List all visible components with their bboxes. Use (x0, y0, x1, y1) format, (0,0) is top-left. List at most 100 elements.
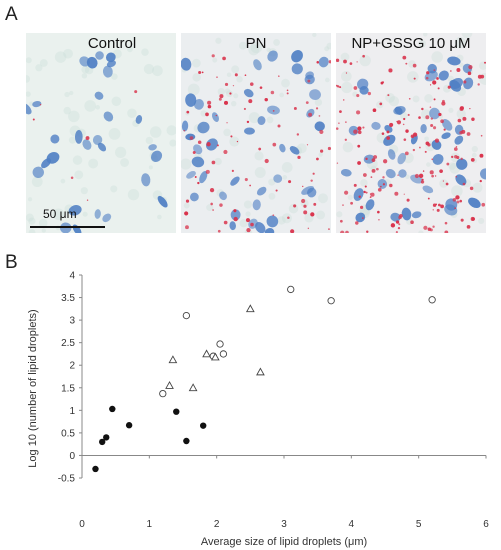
lipid-droplet (229, 92, 232, 95)
lipid-droplet (307, 79, 311, 83)
cell-nucleus (301, 185, 314, 195)
cell-nucleus (94, 209, 101, 219)
data-point-open-circle (287, 285, 295, 294)
cell-nucleus (193, 98, 204, 110)
cell-nucleus (229, 221, 236, 231)
lipid-droplet (447, 85, 451, 89)
lipid-droplet (429, 84, 432, 86)
lipid-droplet (421, 107, 424, 111)
lipid-droplet (223, 149, 228, 155)
cell-nucleus (401, 207, 412, 221)
lipid-droplet (353, 86, 358, 90)
lipid-droplet (328, 228, 330, 230)
lipid-droplet (362, 54, 365, 58)
lipid-droplet (359, 205, 364, 210)
lipid-droplet (456, 200, 460, 204)
micrograph-np-gssg (336, 33, 486, 233)
lipid-droplet (460, 157, 463, 160)
data-point-filled-circle (125, 422, 133, 429)
cell-nucleus (74, 129, 83, 144)
cell-nucleus (252, 199, 261, 211)
lipid-droplet (423, 225, 428, 230)
lipid-droplet (290, 229, 295, 233)
lipid-droplet (224, 82, 229, 87)
lipid-droplet (355, 221, 359, 225)
lipid-droplet (432, 80, 437, 85)
cell-nucleus (150, 150, 163, 162)
lipid-droplet (357, 161, 361, 165)
lipid-droplet (272, 110, 275, 112)
lipid-droplet (389, 122, 394, 127)
lipid-droplet (405, 129, 409, 133)
lipid-droplet (455, 146, 458, 148)
lipid-droplet (223, 100, 229, 105)
lipid-droplet (250, 222, 254, 227)
lipid-droplet (369, 193, 372, 195)
lipid-droplet (316, 157, 319, 161)
lipid-droplet (444, 230, 449, 233)
scale-bar (30, 226, 105, 228)
y-tick-label: 1 (69, 406, 75, 417)
lipid-droplet (370, 192, 375, 197)
cell-nucleus (157, 195, 168, 208)
lipid-droplet (441, 101, 446, 106)
lipid-droplet (246, 227, 251, 233)
lipid-droplet (343, 59, 347, 64)
lipid-droplet (479, 179, 482, 183)
lipid-droplet (249, 184, 252, 187)
cell-nucleus (340, 168, 352, 177)
lipid-droplet (345, 72, 348, 74)
cell-nucleus (365, 199, 375, 211)
cell-nucleus (463, 77, 474, 90)
lipid-droplet (443, 128, 446, 131)
lipid-droplet (380, 185, 382, 188)
cell-nucleus (102, 213, 112, 223)
cell-nucleus (141, 173, 151, 187)
cell-nucleus (385, 169, 396, 179)
data-point-open-triangle (256, 367, 265, 376)
lipid-droplet (388, 68, 393, 73)
lipid-droplet (480, 74, 485, 79)
lipid-droplet (371, 158, 376, 162)
lipid-droplet (445, 182, 449, 186)
cell-nucleus (32, 166, 44, 179)
y-tick-label: -0.5 (58, 474, 76, 485)
lipid-droplet (310, 179, 313, 182)
cell-nucleus (456, 158, 468, 170)
cell-nucleus (230, 209, 241, 221)
lipid-droplet (395, 230, 398, 233)
lipid-droplet (369, 196, 372, 198)
lipid-droplet (206, 142, 211, 147)
lipid-droplet (389, 183, 393, 188)
lipid-droplet (387, 94, 390, 97)
y-tick-label: 4 (69, 271, 75, 282)
lipid-droplet (306, 144, 309, 146)
lipid-droplet (402, 55, 407, 60)
lipid-droplet (373, 155, 378, 159)
lipid-droplet (293, 204, 297, 208)
cell-nucleus (50, 134, 60, 144)
lipid-droplet (480, 134, 483, 137)
lipid-droplet (264, 97, 268, 102)
cell-nucleus (431, 139, 442, 150)
lipid-droplet (336, 162, 339, 164)
cell-nucleus (273, 174, 283, 183)
lipid-droplet (197, 140, 202, 145)
data-point-filled-circle (200, 422, 207, 429)
lipid-droplet (217, 229, 221, 233)
lipid-droplet (367, 91, 372, 96)
lipid-droplet (197, 181, 200, 185)
lipid-droplet (183, 129, 186, 132)
lipid-droplet (340, 230, 345, 233)
lipid-droplet (410, 220, 414, 225)
lipid-droplet (186, 110, 190, 114)
lipid-droplet (302, 185, 304, 188)
cell-nucleus (394, 106, 403, 115)
lipid-droplet (209, 187, 215, 193)
lipid-droplet (86, 199, 89, 201)
lipid-droplet (427, 227, 432, 231)
cell-nucleus (279, 143, 286, 153)
cell-nucleus (390, 212, 401, 222)
lipid-droplet (454, 155, 458, 159)
lipid-droplet (363, 190, 366, 194)
